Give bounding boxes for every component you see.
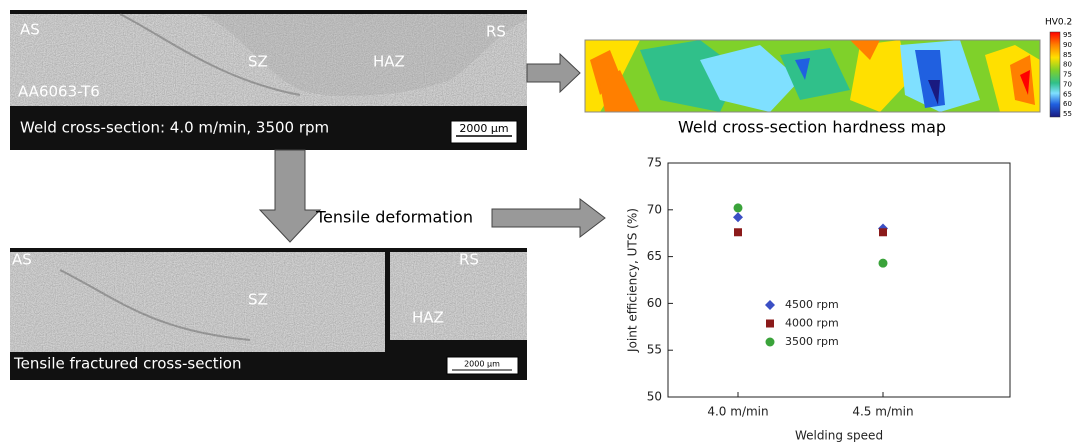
- chart: 50 55 60 65 70 75 4.0 m/min 4.5 m/min Welding sp…: [626, 156, 1011, 443]
- caption-2: Tensile fractured cross-section: [13, 355, 241, 373]
- label-as-2: AS: [12, 251, 32, 269]
- y-tick-label: 55: [647, 343, 662, 357]
- color-bar: [1050, 32, 1060, 117]
- point: [879, 228, 887, 236]
- arrow-right-2: [492, 199, 605, 237]
- label-sz: SZ: [248, 53, 268, 71]
- arrow-right: [527, 54, 580, 92]
- y-tick-label: 70: [647, 202, 662, 216]
- label-as: AS: [20, 21, 40, 39]
- color-bar-tick: 70: [1063, 80, 1072, 88]
- x-tick-label: 4.5 m/min: [852, 405, 913, 419]
- color-bar-tick: 85: [1063, 51, 1072, 59]
- map-title: Weld cross-section hardness map: [678, 118, 946, 137]
- x-axis-label: Welding speed: [795, 429, 883, 443]
- y-tick-label: 50: [647, 390, 662, 404]
- legend-label: 4500 rpm: [785, 298, 839, 311]
- y-tick-label: 75: [647, 156, 662, 170]
- legend-label: 3500 rpm: [785, 335, 839, 348]
- label-haz-2: HAZ: [412, 309, 444, 327]
- label-haz: HAZ: [373, 53, 405, 71]
- legend-label: 4000 rpm: [785, 317, 839, 330]
- point: [879, 259, 888, 268]
- fractured-micrograph: AS RS SZ HAZ Tensile fractured cross-sec…: [10, 248, 527, 380]
- y-axis-label: Joint efficiency, UTS (%): [626, 208, 640, 353]
- plot-frame: [668, 163, 1010, 397]
- color-bar-tick: 65: [1063, 90, 1072, 98]
- hardness-map: [585, 40, 1040, 112]
- scale-bar-2: 2000 µm: [464, 360, 500, 369]
- scale-bar: 2000 µm: [459, 122, 508, 135]
- y-tick-label: 65: [647, 249, 662, 263]
- color-bar-tick: 55: [1063, 110, 1072, 118]
- color-bar-tick: 75: [1063, 71, 1072, 79]
- color-bar-tick: 90: [1063, 41, 1072, 49]
- label-sz-2: SZ: [248, 291, 268, 309]
- figure: AS RS SZ HAZ AA6063-T6 Weld cross-sectio…: [0, 0, 1092, 444]
- color-bar-tick: 60: [1063, 100, 1072, 108]
- x-tick-label: 4.0 m/min: [707, 405, 768, 419]
- point: [734, 228, 742, 236]
- point: [765, 300, 775, 310]
- caption: Weld cross-section: 4.0 m/min, 3500 rpm: [20, 119, 329, 137]
- point: [766, 320, 774, 328]
- point: [766, 338, 775, 347]
- label-rs: RS: [486, 23, 506, 41]
- arrow-label: Tensile deformation: [315, 208, 473, 227]
- y-tick-label: 60: [647, 296, 662, 310]
- color-bar-tick: 80: [1063, 61, 1072, 69]
- legend-title: HV0.2: [1045, 18, 1072, 28]
- label-rs-2: RS: [459, 251, 479, 269]
- label-alloy: AA6063-T6: [18, 83, 100, 101]
- point: [734, 203, 743, 212]
- color-bar-tick: 95: [1063, 31, 1072, 39]
- arrow-down: [260, 150, 320, 242]
- point: [733, 212, 743, 222]
- weld-micrograph: AS RS SZ HAZ AA6063-T6 Weld cross-sectio…: [10, 10, 527, 150]
